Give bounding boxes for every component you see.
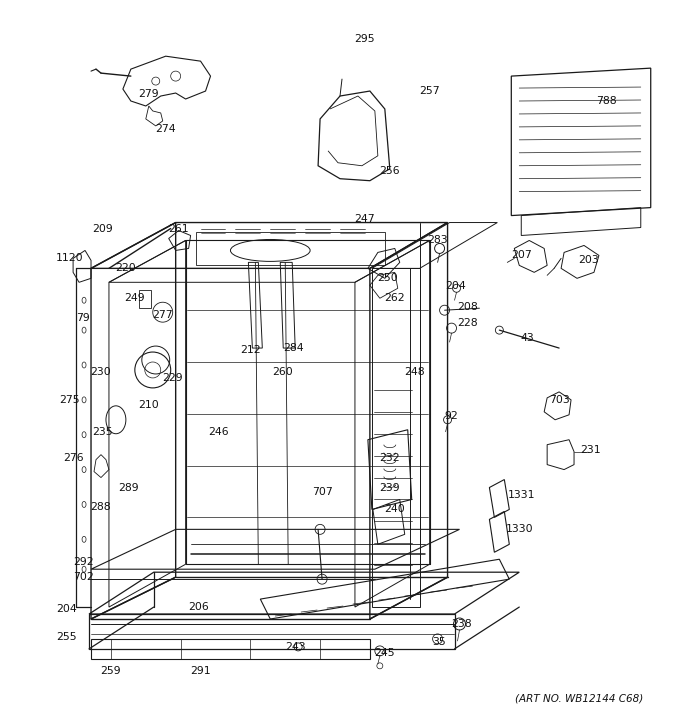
Text: (ART NO. WB12144 C68): (ART NO. WB12144 C68) (515, 694, 643, 704)
Text: 238: 238 (452, 619, 472, 629)
Text: 292: 292 (73, 557, 93, 567)
Text: 229: 229 (163, 373, 183, 383)
Text: 274: 274 (156, 124, 176, 134)
Text: 259: 259 (101, 666, 121, 675)
Text: 275: 275 (58, 395, 80, 405)
Text: 284: 284 (283, 343, 303, 353)
Text: 240: 240 (384, 505, 405, 515)
Text: 232: 232 (379, 452, 400, 463)
Text: 43: 43 (520, 333, 534, 343)
Text: 256: 256 (379, 166, 400, 176)
Text: 255: 255 (56, 632, 76, 642)
Text: 207: 207 (511, 251, 532, 261)
Text: 262: 262 (384, 293, 405, 303)
Text: 212: 212 (240, 345, 260, 355)
Text: 35: 35 (432, 637, 447, 647)
Text: 210: 210 (139, 400, 159, 410)
Text: 288: 288 (90, 502, 112, 513)
Text: 204: 204 (56, 604, 76, 614)
Text: 203: 203 (579, 256, 599, 266)
Text: 239: 239 (379, 482, 400, 492)
Text: 250: 250 (377, 274, 398, 283)
Text: 277: 277 (152, 310, 173, 320)
Text: 1120: 1120 (55, 253, 83, 264)
Text: 703: 703 (549, 395, 569, 405)
Text: 283: 283 (427, 235, 448, 245)
Text: 702: 702 (73, 572, 93, 582)
Text: 289: 289 (118, 482, 139, 492)
Text: 261: 261 (169, 224, 189, 234)
Text: 204: 204 (445, 282, 466, 291)
Text: 1330: 1330 (505, 524, 533, 534)
Text: 245: 245 (375, 648, 395, 658)
Text: 260: 260 (272, 367, 292, 377)
Text: 208: 208 (457, 302, 478, 312)
Text: 291: 291 (190, 666, 211, 675)
Text: 276: 276 (63, 452, 84, 463)
Text: 707: 707 (311, 487, 333, 497)
Text: 1331: 1331 (507, 490, 535, 500)
Text: 248: 248 (405, 367, 425, 377)
Text: 788: 788 (596, 96, 617, 106)
Text: 235: 235 (92, 426, 114, 437)
Text: 257: 257 (420, 86, 440, 96)
Text: 92: 92 (445, 411, 458, 421)
Text: 231: 231 (581, 445, 601, 455)
Text: 279: 279 (139, 89, 159, 99)
Text: 228: 228 (457, 318, 478, 328)
Text: 247: 247 (354, 214, 375, 224)
Bar (139, 290, 151, 308)
Text: 220: 220 (116, 264, 136, 274)
Text: 79: 79 (76, 313, 90, 323)
Text: 206: 206 (188, 602, 209, 612)
Text: 209: 209 (92, 224, 114, 234)
Text: 230: 230 (90, 367, 112, 377)
Text: 243: 243 (285, 642, 305, 652)
Text: 246: 246 (208, 426, 228, 437)
Text: 295: 295 (354, 34, 375, 44)
Text: 249: 249 (124, 293, 145, 303)
